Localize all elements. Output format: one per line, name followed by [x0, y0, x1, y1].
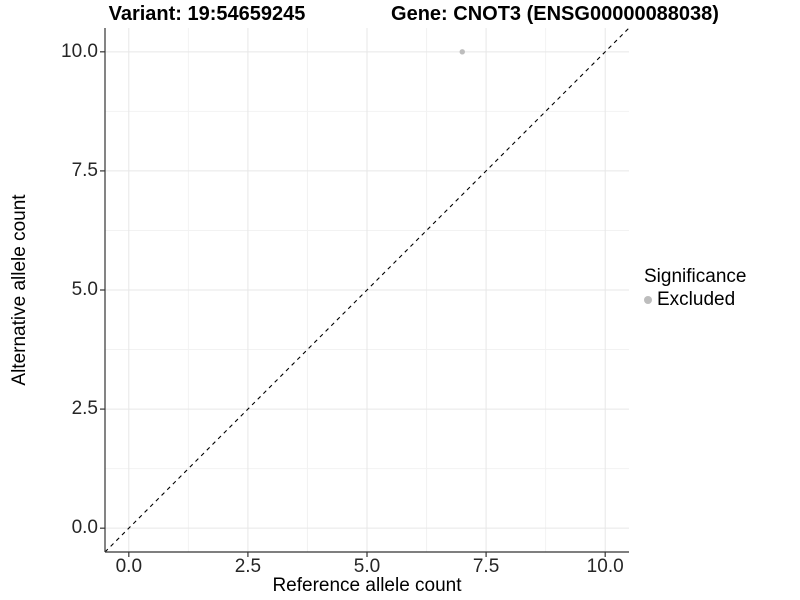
y-tick-label: 10.0	[61, 40, 98, 62]
plot-title-variant: Variant: 19:54659245	[108, 3, 306, 25]
x-tick-label: 0.0	[115, 556, 143, 577]
legend-entry-excluded: Excluded	[644, 289, 746, 311]
y-tick-label: 7.5	[71, 159, 98, 181]
data-point	[459, 49, 465, 55]
x-tick-label: 10.0	[586, 556, 624, 577]
y-tick-label: 5.0	[71, 279, 98, 300]
identity-line	[104, 27, 630, 553]
legend-title: Significance	[644, 266, 747, 287]
x-axis-title: Reference allele count	[272, 575, 462, 596]
y-tick-label: 2.5	[71, 398, 98, 420]
x-tick-label: 7.5	[472, 556, 500, 577]
plot-title-gene: Gene: CNOT3 (ENSG00000088038)	[391, 3, 719, 25]
legend: Significance Excluded	[644, 265, 746, 311]
x-tick-label: 5.0	[353, 556, 381, 577]
excluded-marker-icon	[644, 296, 652, 304]
x-tick-label: 2.5	[234, 556, 262, 577]
legend-entry-label: Excluded	[657, 289, 736, 310]
y-axis-title: Alternative allele count	[9, 194, 30, 386]
y-tick-label: 0.0	[71, 517, 98, 539]
